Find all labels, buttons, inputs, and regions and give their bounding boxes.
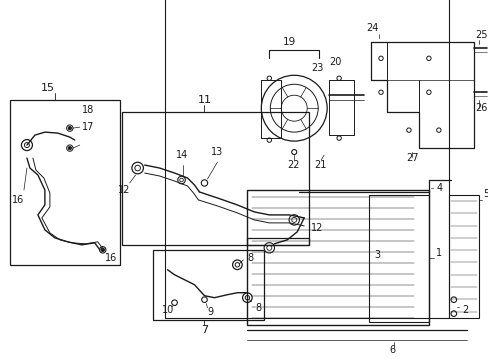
- Text: 26: 26: [474, 103, 486, 113]
- Text: 2: 2: [461, 305, 467, 315]
- Text: 21: 21: [314, 160, 326, 170]
- Text: 3: 3: [373, 250, 379, 260]
- Text: 7: 7: [201, 325, 207, 334]
- Text: 25: 25: [474, 30, 486, 40]
- Text: 1: 1: [435, 248, 441, 258]
- Text: 5: 5: [482, 189, 488, 199]
- Text: 15: 15: [41, 83, 55, 93]
- Text: 9: 9: [207, 307, 213, 317]
- Text: 20: 20: [328, 57, 341, 67]
- Text: 22: 22: [286, 160, 299, 170]
- Text: 19: 19: [282, 37, 295, 48]
- Text: 24: 24: [365, 23, 377, 33]
- Text: 10: 10: [161, 305, 173, 315]
- Text: 12: 12: [310, 223, 323, 233]
- Text: 12: 12: [118, 185, 130, 195]
- Text: 18: 18: [81, 105, 94, 115]
- Text: 17: 17: [81, 122, 94, 132]
- Text: 8: 8: [255, 303, 261, 313]
- Text: 13: 13: [211, 147, 223, 157]
- Circle shape: [101, 248, 104, 252]
- Circle shape: [68, 126, 71, 130]
- Text: 16: 16: [104, 253, 117, 263]
- Text: 8: 8: [247, 253, 253, 263]
- Text: 4: 4: [436, 183, 442, 193]
- Text: 27: 27: [405, 153, 418, 163]
- Text: 11: 11: [197, 95, 211, 105]
- Text: 16: 16: [12, 195, 24, 205]
- Text: 14: 14: [176, 150, 188, 160]
- Text: 23: 23: [310, 63, 323, 73]
- Circle shape: [68, 146, 71, 150]
- Text: 6: 6: [388, 345, 394, 355]
